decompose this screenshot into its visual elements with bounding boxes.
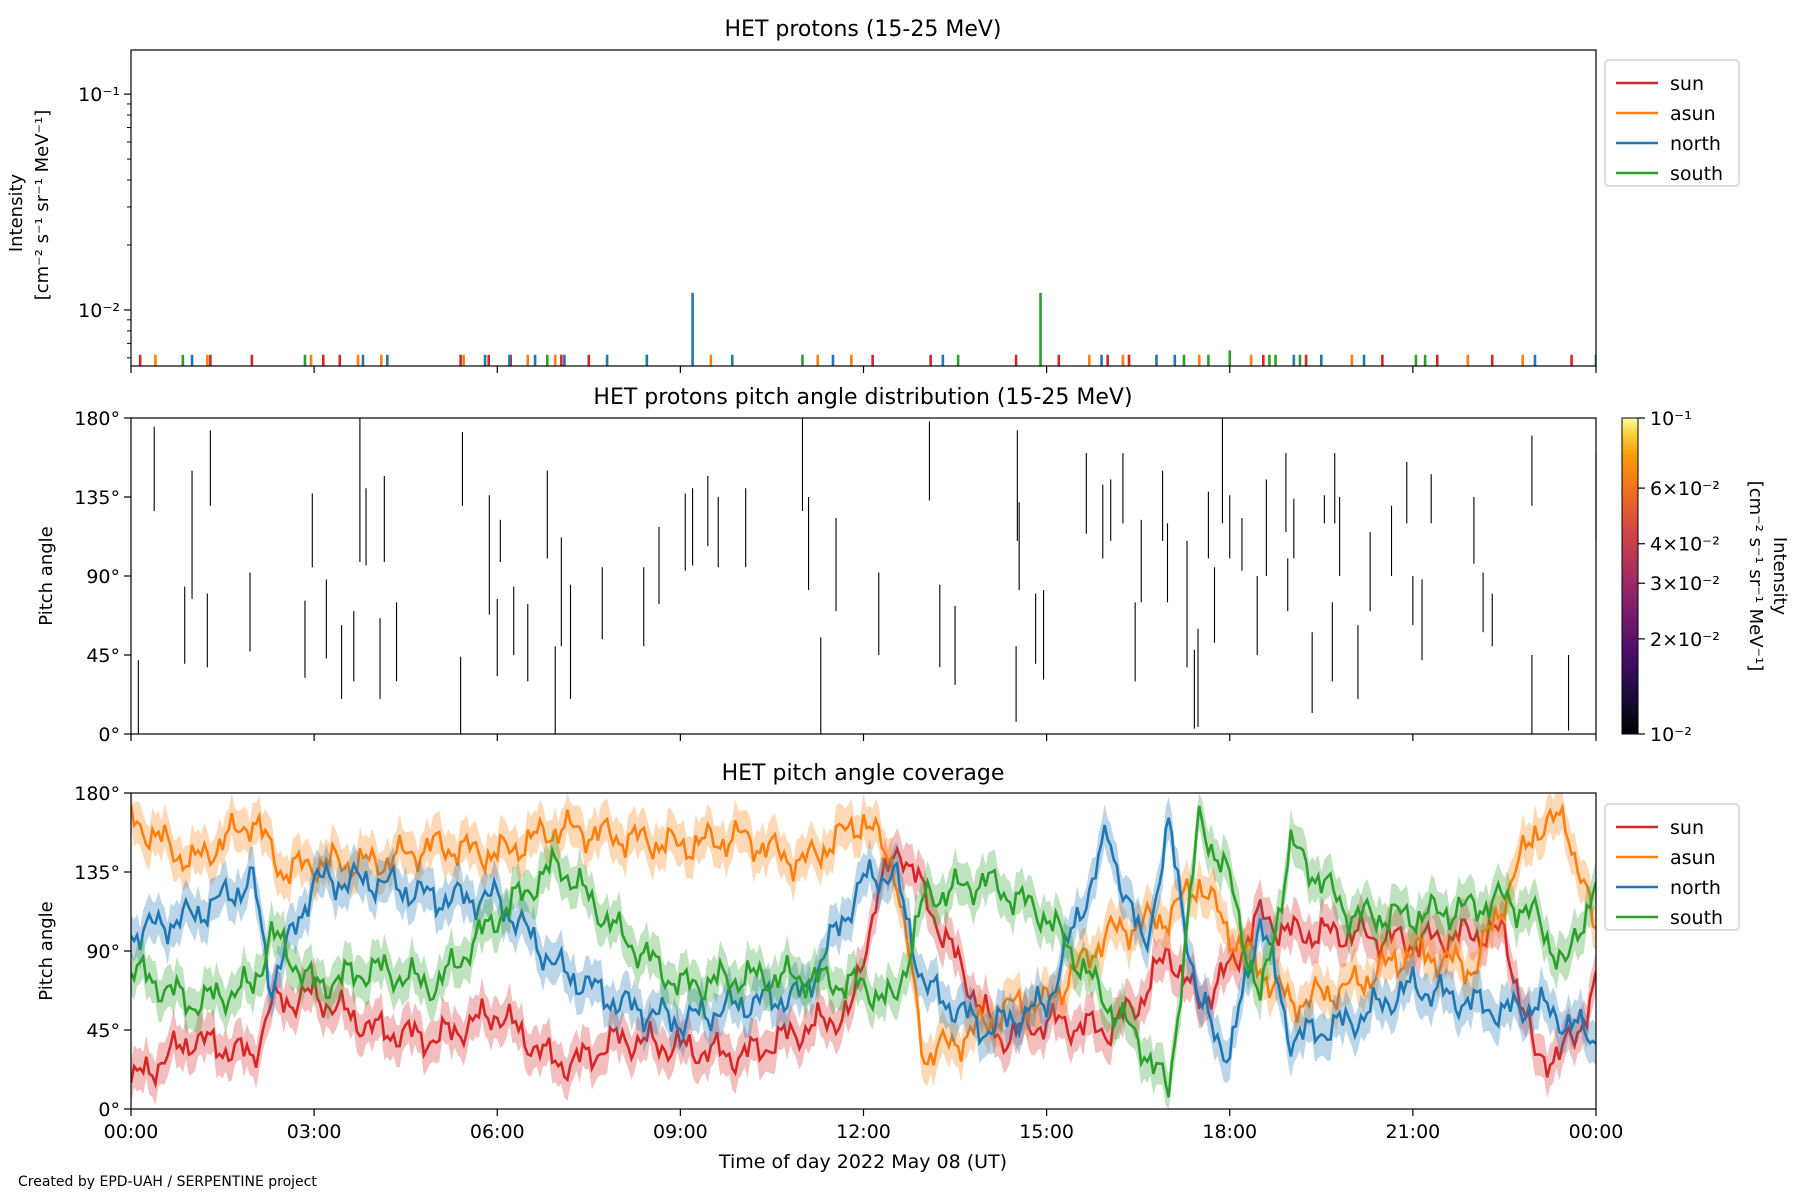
p2-ytick-label: 180° (74, 408, 120, 430)
x-tick-label: 00:00 (104, 1121, 159, 1143)
panel1-ylabel-line1: Intensity (6, 173, 27, 252)
colorbar (1621, 417, 1639, 735)
x-tick-label: 03:00 (287, 1121, 342, 1143)
panel3-y-axis: 0° 45° 90° 135° 180° (74, 783, 131, 1121)
panel1-y-axis: 10⁻² 10⁻¹ (78, 84, 131, 359)
colorbar-tick-label: 10⁻¹ (1650, 408, 1692, 430)
credit-text: Created by EPD-UAH / SERPENTINE project (18, 1174, 317, 1190)
x-tick-label: 09:00 (653, 1121, 708, 1143)
colorbar-tick-label: 2×10⁻² (1650, 629, 1720, 651)
x-tick-label: 15:00 (1019, 1121, 1074, 1143)
panel2-ylabel: Pitch angle (36, 526, 57, 625)
x-axis-label: Time of day 2022 May 08 (UT) (718, 1151, 1007, 1173)
legend-label-sun: sun (1670, 73, 1704, 95)
coverage-line-asun (131, 802, 1596, 1066)
colorbar-tick-label: 4×10⁻² (1650, 534, 1720, 556)
panel-coverage: HET pitch angle coverage 0° 45° 90° 135° 180… (36, 761, 1740, 1173)
colorbar-tick-label: 3×10⁻² (1650, 573, 1720, 595)
colorbar-tick-label: 10⁻² (1650, 724, 1692, 746)
x-tick-label: 21:00 (1385, 1121, 1440, 1143)
coverage-band-north (131, 796, 1596, 1084)
legend-label-asun: asun (1670, 847, 1716, 869)
coverage-band-asun (131, 793, 1596, 1087)
p1-ytick-label: 10⁻¹ (78, 84, 120, 106)
p2-ytick-label: 0° (98, 724, 120, 746)
colorbar-tick-label: 6×10⁻² (1650, 478, 1720, 500)
panel1-legend: sun asun north south (1604, 59, 1740, 187)
p2-ytick-label: 90° (86, 566, 120, 588)
panel1-ylabel-line2: [cm⁻² s⁻¹ sr⁻¹ MeV⁻¹] (32, 110, 53, 301)
x-tick-label: 00:00 (1569, 1121, 1624, 1143)
x-tick-label: 06:00 (470, 1121, 525, 1143)
legend-box (1604, 59, 1740, 187)
legend-box (1604, 803, 1740, 931)
coverage-line-sun (131, 845, 1596, 1089)
panel2-marks (137, 418, 1597, 734)
panel2-x-ticks (130, 734, 1597, 741)
legend-label-north: north (1670, 133, 1721, 155)
coverage-line-north (131, 817, 1596, 1064)
legend-label-south: south (1670, 907, 1723, 929)
p2-ytick-label: 135° (74, 487, 120, 509)
panel-pad: HET protons pitch angle distribution (15… (36, 385, 1790, 746)
p3-ytick-label: 180° (74, 783, 120, 805)
panel3-ylabel: Pitch angle (36, 901, 57, 1000)
panel3-marks (131, 793, 1596, 1109)
x-tick-label: 18:00 (1202, 1121, 1257, 1143)
colorbar-label-line2: [cm⁻² s⁻¹ sr⁻¹ MeV⁻¹] (1745, 481, 1766, 672)
panel1-marks (138, 292, 1596, 366)
p2-ytick-label: 45° (86, 645, 120, 667)
coverage-line-south (131, 805, 1596, 1098)
panel1-x-ticks (130, 366, 1597, 373)
panel2-title: HET protons pitch angle distribution (15… (593, 385, 1132, 410)
legend-label-north: north (1670, 877, 1721, 899)
legend-label-asun: asun (1670, 103, 1716, 125)
p1-ytick-label: 10⁻² (78, 300, 120, 322)
panel3-title: HET pitch angle coverage (722, 761, 1005, 786)
legend-label-south: south (1670, 163, 1723, 185)
panel1-title: HET protons (15-25 MeV) (725, 17, 1002, 42)
panel3-legend: sun asun north south (1604, 803, 1740, 931)
colorbar-label-line1: Intensity (1769, 537, 1790, 616)
colorbar-ticks: 10⁻² 2×10⁻² 3×10⁻² 4×10⁻² 6×10⁻² 10⁻¹ (1638, 408, 1720, 746)
panel-intensity: HET protons (15-25 MeV) 10⁻² 10⁻¹ Intensi… (6, 17, 1740, 373)
p3-ytick-label: 90° (86, 941, 120, 963)
legend-label-sun: sun (1670, 817, 1704, 839)
p3-ytick-label: 135° (74, 862, 120, 884)
panel2-y-axis: 0° 45° 90° 135° 180° (74, 408, 131, 746)
panel3-x-ticks: 00:00 03:00 06:00 09:00 12:00 15:00 18:00 21:00… (104, 1109, 1624, 1143)
panel2-frame (130, 417, 1597, 735)
p3-ytick-label: 45° (86, 1020, 120, 1042)
x-tick-label: 12:00 (836, 1121, 891, 1143)
p3-ytick-label: 0° (98, 1099, 120, 1121)
panel1-frame (130, 49, 1597, 367)
